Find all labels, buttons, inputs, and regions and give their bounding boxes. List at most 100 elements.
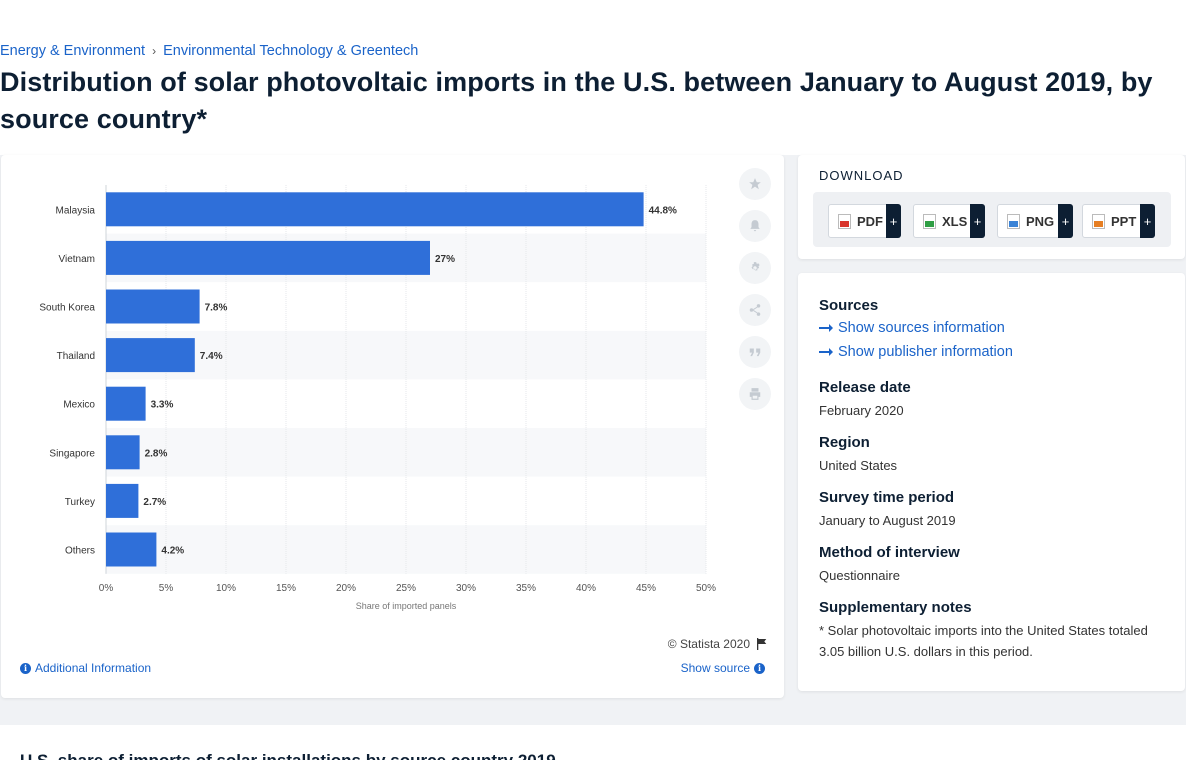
chart-toolbar [739,168,771,420]
star-icon [749,178,761,190]
category-label: Others [65,546,95,557]
category-label: Malaysia [56,205,96,216]
pdf-file-icon [838,213,851,229]
print-button[interactable] [739,378,771,410]
bar-vietnam [106,240,430,275]
method-value: Questionnaire [819,568,900,583]
plus-icon: + [1140,204,1155,238]
tick-label: 45% [636,583,656,594]
chart-card: 44.8% Malaysia 27% Vietnam 7.8% South Korea 7.… [1,155,784,698]
data-label: 7.8% [205,303,228,314]
data-label: 4.2% [161,546,184,557]
quote-icon [749,348,761,357]
region-value: United States [819,458,898,473]
download-png-button[interactable]: PNG + [997,204,1073,238]
related-statistic-card: U.S. share of imports of solar installat… [0,725,1186,760]
xls-file-icon [923,213,936,229]
arrow-right-icon [819,324,833,332]
download-xls-button[interactable]: XLS + [913,204,985,238]
bar-thailand [106,338,195,373]
page-title: Distribution of solar photovoltaic impor… [0,67,1153,134]
data-label: 44.8% [649,205,677,216]
survey-period-value: January to August 2019 [819,513,956,528]
additional-information-label: Additional Information [35,661,152,675]
download-png-label: PNG [1026,213,1055,229]
plus-icon: + [1058,204,1073,238]
related-statistic-title[interactable]: U.S. share of imports of solar installat… [20,751,556,760]
flag-icon[interactable] [756,638,768,650]
region-heading: Region [819,434,870,451]
favorite-button[interactable] [739,168,771,200]
breadcrumb: Energy & Environment › Environmental Tec… [0,43,418,59]
data-label: 2.8% [145,448,168,459]
print-icon [749,388,761,400]
copyright: © Statista 2020 [668,637,768,651]
arrow-right-icon [819,348,833,356]
plus-icon: + [970,204,985,238]
data-label: 2.7% [143,497,166,508]
breadcrumb-separator: › [152,44,157,58]
tick-label: 40% [576,583,596,594]
additional-information-link[interactable]: i Additional Information [20,661,151,675]
release-date-value: February 2020 [819,403,904,418]
category-label: Vietnam [58,254,95,265]
settings-button[interactable] [739,252,771,284]
data-label: 3.3% [151,400,174,411]
sources-heading: Sources [819,297,879,314]
notification-button[interactable] [739,210,771,242]
download-pdf-button[interactable]: PDF + [828,204,901,238]
cite-button[interactable] [739,336,771,368]
category-label: Turkey [65,497,95,508]
row-band [106,428,706,477]
info-icon: i [20,662,31,674]
statistic-info-card: Sources Show sources information Show pu… [798,273,1185,691]
show-publisher-label: Show publisher information [838,344,1013,360]
gear-icon [751,262,760,271]
tick-label: 0% [99,583,114,594]
category-label: Singapore [49,448,95,459]
breadcrumb-environmental-technology[interactable]: Environmental Technology & Greentech [163,43,419,59]
notes-value: * Solar photovoltaic imports into the Un… [819,623,1148,659]
show-source-label: Show source [680,661,750,675]
tick-label: 35% [516,583,536,594]
bar-south-korea [106,289,200,324]
tick-label: 10% [216,583,236,594]
download-pdf-label: PDF [857,213,883,229]
show-sources-link[interactable]: Show sources information [819,320,1005,336]
category-label: Thailand [57,351,95,362]
show-source-link[interactable]: Show source i [681,661,765,675]
download-card: DOWNLOAD PDF + XLS + PNG + PPT + [798,155,1185,259]
bar-chart: 44.8% Malaysia 27% Vietnam 7.8% South Korea 7.… [39,185,716,611]
ppt-file-icon [1092,213,1105,229]
show-publisher-link[interactable]: Show publisher information [819,344,1013,360]
info-icon: i [754,662,765,674]
share-icon [749,304,761,316]
tick-label: 25% [396,583,416,594]
x-axis-label: Share of imported panels [356,601,457,611]
png-file-icon [1007,213,1020,229]
bell-icon [750,220,760,232]
bar-malaysia [106,192,644,227]
category-label: South Korea [39,303,95,314]
tick-label: 50% [696,583,716,594]
notes-heading: Supplementary notes [819,599,972,616]
category-label: Mexico [63,400,95,411]
share-button[interactable] [739,294,771,326]
tick-label: 20% [336,583,356,594]
bar-turkey [106,483,139,518]
download-title: DOWNLOAD [819,168,904,183]
header-band [0,0,1186,155]
download-ppt-button[interactable]: PPT + [1082,204,1155,238]
bar-singapore [106,435,140,470]
bar-mexico [106,386,146,421]
tick-label: 5% [159,583,174,594]
copyright-text: © Statista 2020 [667,637,750,651]
tick-label: 30% [456,583,476,594]
tick-label: 15% [276,583,296,594]
survey-period-heading: Survey time period [819,489,955,506]
method-heading: Method of interview [819,544,960,561]
release-date-heading: Release date [819,379,911,396]
breadcrumb-energy-environment[interactable]: Energy & Environment [0,43,146,59]
data-label: 27% [435,254,455,265]
show-sources-label: Show sources information [838,320,1005,336]
